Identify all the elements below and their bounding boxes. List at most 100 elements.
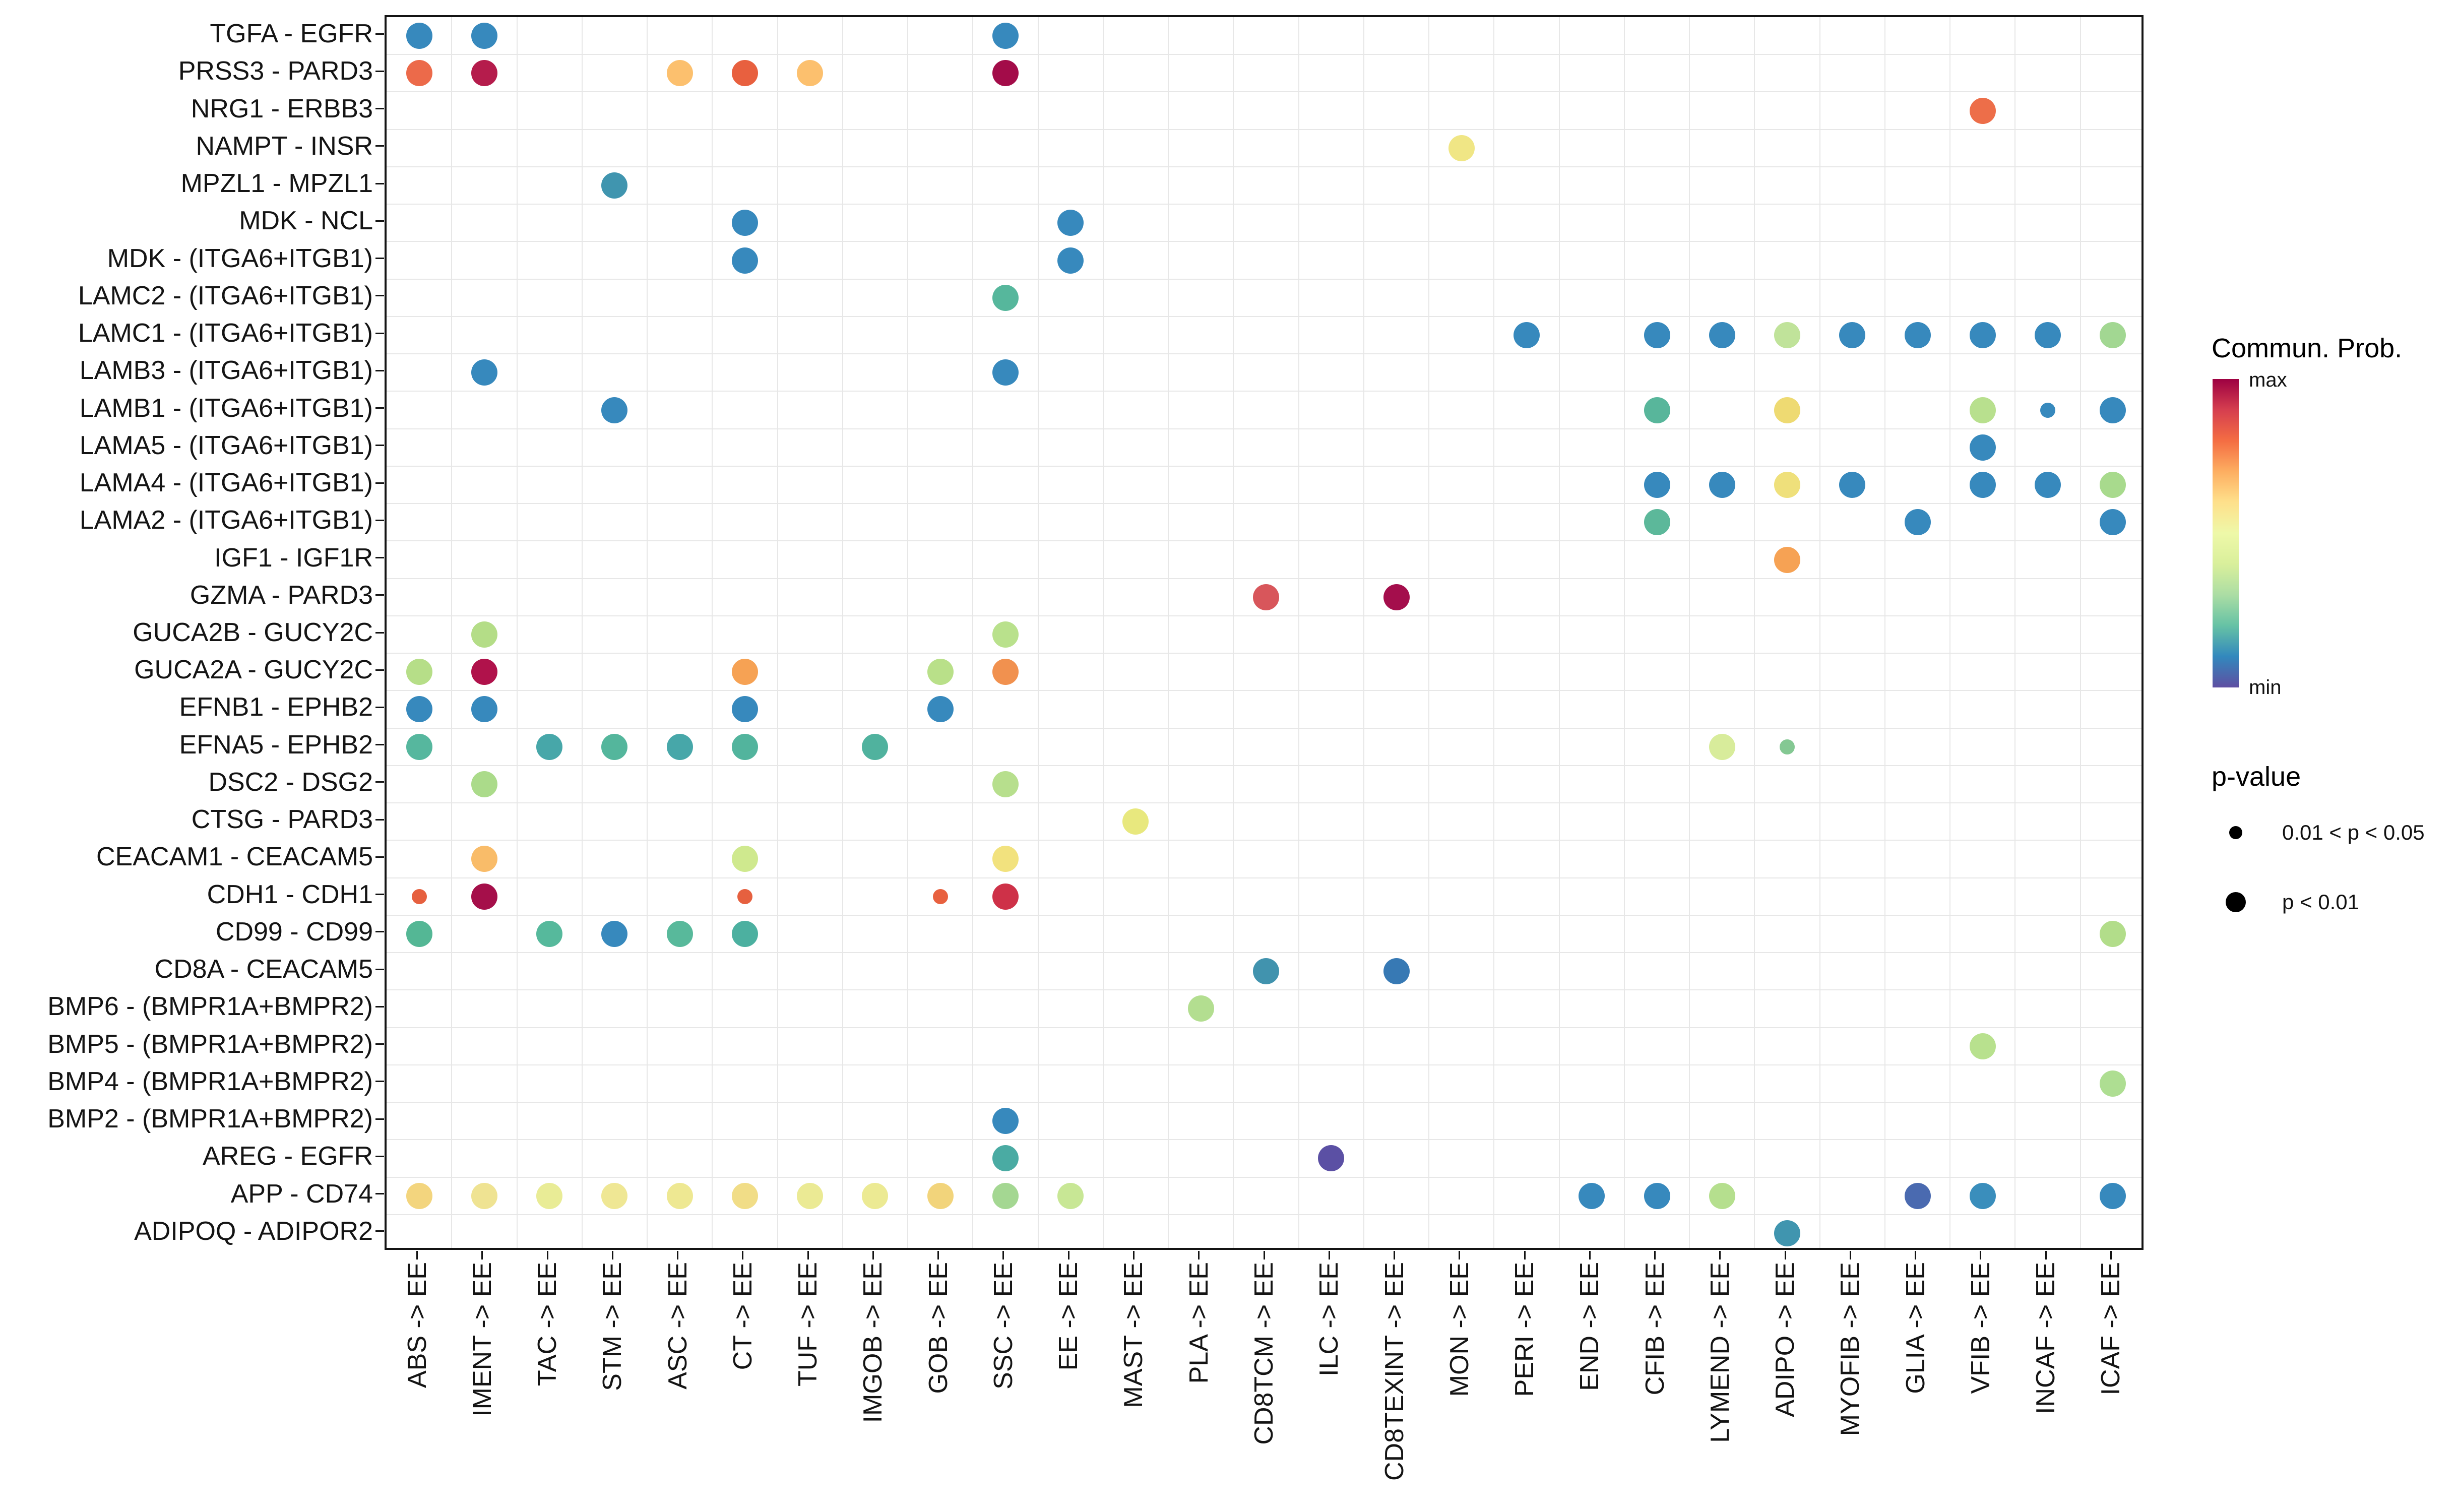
x-axis-label: CD8TEXINT -> EE: [1379, 1262, 1409, 1481]
data-point: [2040, 402, 2056, 418]
y-axis-label: MPZL1 - MPZL1: [180, 169, 373, 199]
data-point: [601, 172, 628, 199]
y-tick: [375, 519, 384, 521]
data-point: [1774, 546, 1801, 573]
y-axis-label: BMP4 - (BMPR1A+BMPR2): [47, 1066, 373, 1096]
data-point: [992, 284, 1019, 311]
data-point: [1579, 1182, 1605, 1209]
gridline-vertical: [1493, 17, 1495, 1248]
gridline-horizontal: [387, 1102, 2141, 1103]
data-point: [666, 920, 693, 947]
y-tick: [375, 220, 384, 222]
gridline-horizontal: [387, 54, 2141, 55]
gridline-horizontal: [387, 690, 2141, 691]
y-tick: [375, 70, 384, 72]
x-axis-label: ASC -> EE: [663, 1262, 692, 1390]
x-tick: [1784, 1251, 1786, 1259]
y-tick: [375, 482, 384, 484]
data-point: [406, 23, 432, 49]
gridline-horizontal: [387, 765, 2141, 766]
gridline-horizontal: [387, 129, 2141, 130]
data-point: [992, 1145, 1019, 1172]
y-tick: [375, 108, 384, 110]
y-axis-label: MDK - (ITGA6+ITGB1): [107, 243, 373, 273]
x-axis-label: STM -> EE: [598, 1262, 627, 1391]
gridline-vertical: [1037, 17, 1039, 1248]
data-point: [992, 771, 1019, 797]
y-tick: [375, 145, 384, 147]
data-point: [471, 621, 497, 648]
data-point: [471, 771, 497, 797]
data-point: [862, 733, 889, 760]
gridline-vertical: [712, 17, 713, 1248]
data-point: [992, 883, 1019, 910]
y-tick: [375, 931, 384, 933]
data-point: [1709, 322, 1735, 349]
x-axis-label: MAST -> EE: [1119, 1262, 1149, 1408]
data-point: [666, 60, 693, 87]
data-point: [471, 60, 497, 87]
x-tick: [1589, 1251, 1591, 1259]
x-tick: [1719, 1251, 1721, 1259]
x-tick: [1263, 1251, 1265, 1259]
gridline-horizontal: [387, 540, 2141, 542]
y-tick: [375, 445, 384, 447]
gridline-horizontal: [387, 914, 2141, 916]
y-tick: [375, 258, 384, 260]
data-point: [1969, 1182, 1996, 1209]
data-point: [1514, 322, 1540, 349]
y-axis-label: LAMA2 - (ITGA6+ITGB1): [79, 506, 373, 535]
pvalue-label-large: p < 0.01: [2282, 890, 2359, 914]
data-point: [471, 359, 497, 386]
x-tick: [2045, 1251, 2047, 1259]
x-axis-label: SSC -> EE: [988, 1262, 1018, 1390]
y-axis-label: CDH1 - CDH1: [207, 879, 373, 909]
gridline-horizontal: [387, 465, 2141, 467]
colorbar: [2213, 379, 2239, 687]
data-point: [1644, 322, 1670, 349]
x-axis-label: GLIA -> EE: [1901, 1262, 1930, 1394]
x-axis-label: ABS -> EE: [402, 1262, 432, 1388]
x-tick: [1002, 1251, 1004, 1259]
data-point: [1969, 434, 1996, 461]
gridline-horizontal: [387, 1214, 2141, 1215]
y-axis-label: LAMA5 - (ITGA6+ITGB1): [79, 430, 373, 460]
data-point: [2100, 397, 2126, 423]
gridline-vertical: [1102, 17, 1104, 1248]
y-axis-label: CD99 - CD99: [215, 917, 373, 947]
y-axis-label: CTSG - PARD3: [191, 805, 373, 835]
data-point: [406, 696, 432, 723]
y-tick: [375, 557, 384, 558]
data-point: [471, 23, 497, 49]
data-point: [406, 659, 432, 685]
gridline-vertical: [1233, 17, 1234, 1248]
y-tick: [375, 856, 384, 858]
data-point: [1969, 397, 1996, 423]
x-tick: [1198, 1251, 1200, 1259]
y-tick: [375, 369, 384, 371]
y-axis-label: DSC2 - DSG2: [208, 767, 373, 797]
x-axis-label: MON -> EE: [1444, 1262, 1474, 1397]
data-point: [1253, 958, 1279, 985]
x-axis-label: CFIB -> EE: [1640, 1262, 1670, 1396]
y-axis-label: NAMPT - INSR: [196, 131, 373, 161]
x-axis-label: INCAF -> EE: [2031, 1262, 2061, 1414]
gridline-vertical: [972, 17, 974, 1248]
y-axis-label: GZMA - PARD3: [190, 580, 373, 610]
y-axis-label: NRG1 - ERBB3: [191, 94, 373, 123]
gridline-vertical: [777, 17, 778, 1248]
x-axis-label: LYMEND -> EE: [1705, 1262, 1735, 1443]
data-point: [1644, 472, 1670, 498]
y-axis-label: APP - CD74: [230, 1179, 373, 1209]
x-tick: [937, 1251, 939, 1259]
x-axis-label: EE -> EE: [1054, 1262, 1084, 1371]
gridline-vertical: [1363, 17, 1364, 1248]
data-point: [1057, 210, 1084, 236]
pvalue-title: p-value: [2212, 762, 2301, 792]
gridline-horizontal: [387, 204, 2141, 205]
y-axis-label: LAMB1 - (ITGA6+ITGB1): [79, 393, 373, 423]
y-tick: [375, 332, 384, 334]
y-tick: [375, 182, 384, 184]
pvalue-dot-large: [2226, 892, 2246, 912]
